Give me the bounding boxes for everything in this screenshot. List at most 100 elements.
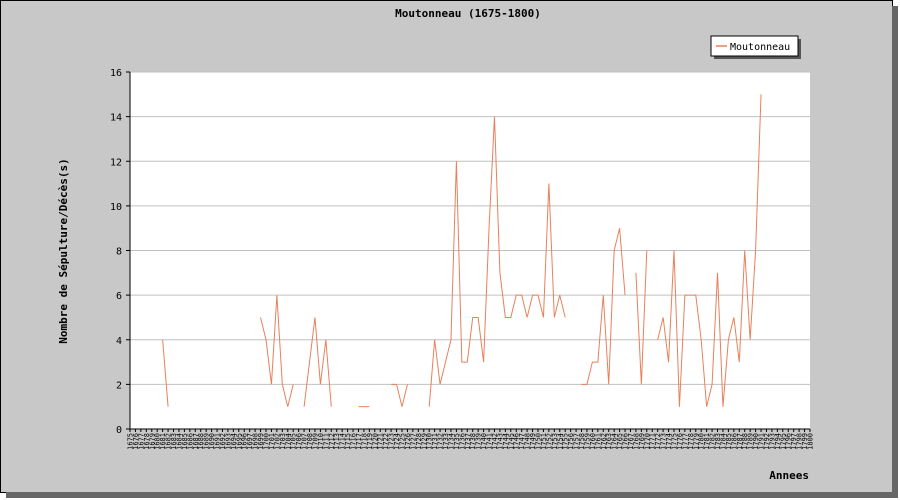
x-tick-label: 1798 [796,433,804,450]
x-tick-label: 1758 [578,433,586,450]
x-tick-label: 1693 [224,433,232,450]
x-tick-label: 1754 [556,433,564,450]
x-tick-label: 1739 [475,433,483,450]
x-tick-label: 1778 [687,433,695,450]
x-tick-label: 1766 [622,433,630,450]
chart-title: Moutonneau (1675-1800) [395,7,541,20]
x-tick-label: 1729 [420,433,428,450]
series-line-segment [391,383,408,407]
x-tick-label: 1680 [154,433,162,450]
x-tick-label: 1784 [719,433,727,450]
x-tick-label: 1755 [562,433,570,450]
x-ticks: 1675167616771678167916801681168216831684… [127,429,815,450]
x-tick-label: 1704 [284,433,292,450]
x-tick-label: 1746 [513,433,521,450]
x-tick-label: 1696 [241,433,249,450]
x-tick-label: 1717 [355,433,363,450]
series-line-segment [635,250,648,385]
x-tick-label: 1738 [469,433,477,450]
x-tick-label: 1711 [322,433,330,450]
x-tick-label: 1689 [203,433,211,450]
x-tick-label: 1759 [583,433,591,450]
x-tick-label: 1709 [311,433,319,450]
x-tick-label: 1735 [453,433,461,450]
x-tick-label: 1796 [785,433,793,450]
x-tick-label: 1727 [409,433,417,450]
grid [130,71,810,385]
x-tick-label: 1745 [507,433,515,450]
x-tick-label: 1678 [143,433,151,450]
x-tick-label: 1753 [551,433,559,450]
x-tick-label: 1791 [758,433,766,450]
legend-box [710,35,799,57]
x-tick-label: 1786 [730,433,738,450]
x-axis-label: Annees [769,469,809,482]
x-tick-label: 1740 [480,433,488,450]
series-line-segment [581,228,626,385]
x-tick-label: 1777 [681,433,689,450]
x-tick-label: 1793 [768,433,776,450]
x-tick-label: 1697 [246,433,254,450]
x-tick-label: 1741 [486,433,494,450]
x-tick-label: 1724 [393,433,401,450]
x-tick-label: 1714 [339,433,347,450]
x-tick-label: 1683 [170,433,178,450]
x-tick-label: 1713 [333,433,341,450]
x-tick-label: 1701 [268,433,276,450]
x-tick-label: 1690 [208,433,216,450]
x-tick-label: 1710 [317,433,325,450]
x-tick-label: 1715 [344,433,352,450]
x-tick-label: 1728 [415,433,423,450]
x-tick-label: 1707 [301,433,309,450]
legend-label: Moutonneau [730,42,790,53]
x-tick-label: 1681 [159,433,167,450]
x-tick-label: 1764 [611,433,619,450]
x-tick-label: 1694 [230,433,238,450]
y-axis-label: Nombre de Sépulture/Décès(s) [57,158,70,343]
x-tick-label: 1761 [594,433,602,450]
x-tick-label: 1677 [137,433,145,450]
x-tick-label: 1719 [366,433,374,450]
x-tick-label: 1799 [801,433,809,450]
x-tick-label: 1782 [709,433,717,450]
x-tick-label: 1775 [671,433,679,450]
x-tick-label: 1725 [399,433,407,450]
x-tick-label: 1750 [535,433,543,450]
x-tick-label: 1723 [388,433,396,450]
x-tick-label: 1718 [360,433,368,450]
x-tick-label: 1762 [600,433,608,450]
y-tick-label: 10 [110,202,122,213]
x-tick-label: 1676 [132,433,140,450]
x-tick-label: 1785 [725,433,733,450]
x-tick-label: 1787 [736,433,744,450]
x-tick-label: 1736 [458,433,466,450]
x-tick-label: 1795 [779,433,787,450]
x-tick-label: 1712 [328,433,336,450]
x-tick-label: 1737 [464,433,472,450]
x-tick-label: 1760 [589,433,597,450]
x-tick-label: 1800 [807,433,815,450]
y-tick-label: 2 [116,380,122,391]
x-tick-label: 1767 [627,433,635,450]
series-line-segment [260,295,294,407]
x-tick-label: 1765 [616,433,624,450]
x-tick-label: 1774 [665,433,673,450]
y-tick-label: 0 [116,425,122,436]
x-tick-label: 1732 [437,433,445,450]
x-tick-label: 1751 [540,433,548,450]
x-tick-label: 1686 [186,433,194,450]
x-tick-label: 1768 [632,433,640,450]
y-tick-label: 14 [110,113,122,124]
x-tick-label: 1733 [442,433,450,450]
x-tick-label: 1763 [605,433,613,450]
x-tick-label: 1772 [654,433,662,450]
x-tick-label: 1702 [273,433,281,450]
x-tick-label: 1684 [175,433,183,450]
x-tick-label: 1757 [573,433,581,450]
y-tick-labels: 0 2 4 6 8 10 12 14 16 [110,68,130,436]
x-tick-label: 1747 [518,433,526,450]
x-tick-label: 1685 [181,433,189,450]
series-layer [162,94,762,408]
x-tick-label: 1698 [252,433,260,450]
